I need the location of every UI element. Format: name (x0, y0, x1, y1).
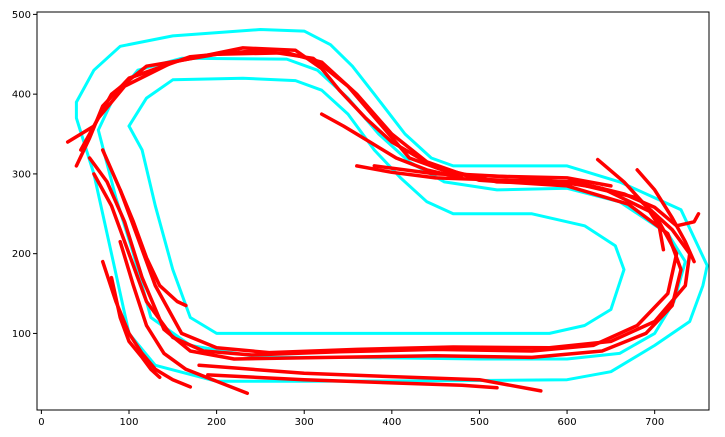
chart-marks (65, 28, 709, 396)
trajectory-line-17 (372, 164, 613, 188)
y-tick-label: 300 (12, 169, 31, 180)
trajectory-line-16 (206, 373, 499, 390)
trajectory-line-5 (74, 48, 679, 357)
x-axis: 0 100 200 300 400 500 600 700 (38, 410, 664, 428)
x-tick-label: 500 (470, 417, 489, 428)
plot-frame (36, 11, 710, 411)
trajectory-line-8 (635, 168, 696, 264)
trajectory-line-10 (319, 112, 464, 180)
x-tick-label: 700 (645, 417, 664, 428)
y-tick-label: 400 (12, 90, 31, 101)
y-axis: 100 200 300 400 500 (12, 10, 37, 340)
trajectory-line-9 (595, 157, 666, 252)
trajectory-line-14 (109, 275, 162, 380)
boundary-line-2 (96, 56, 687, 361)
trajectory-line-15 (197, 363, 543, 393)
trajectory-line-6 (79, 46, 692, 355)
y-tick-label: 200 (12, 249, 31, 260)
trajectory-line-4 (65, 50, 683, 361)
x-tick-label: 600 (558, 417, 577, 428)
x-tick-label: 0 (38, 417, 44, 428)
x-tick-label: 200 (207, 417, 226, 428)
trajectory-line-7 (355, 164, 701, 228)
boundary-line-3 (127, 76, 626, 335)
x-tick-label: 100 (119, 417, 138, 428)
x-tick-label: 400 (382, 417, 401, 428)
boundary-line-1 (74, 28, 709, 383)
y-tick-label: 100 (12, 329, 31, 340)
y-tick-label: 500 (12, 10, 31, 21)
trajectory-line-12 (118, 239, 250, 396)
x-tick-label: 300 (295, 417, 314, 428)
trajectory-line-11 (118, 188, 188, 308)
